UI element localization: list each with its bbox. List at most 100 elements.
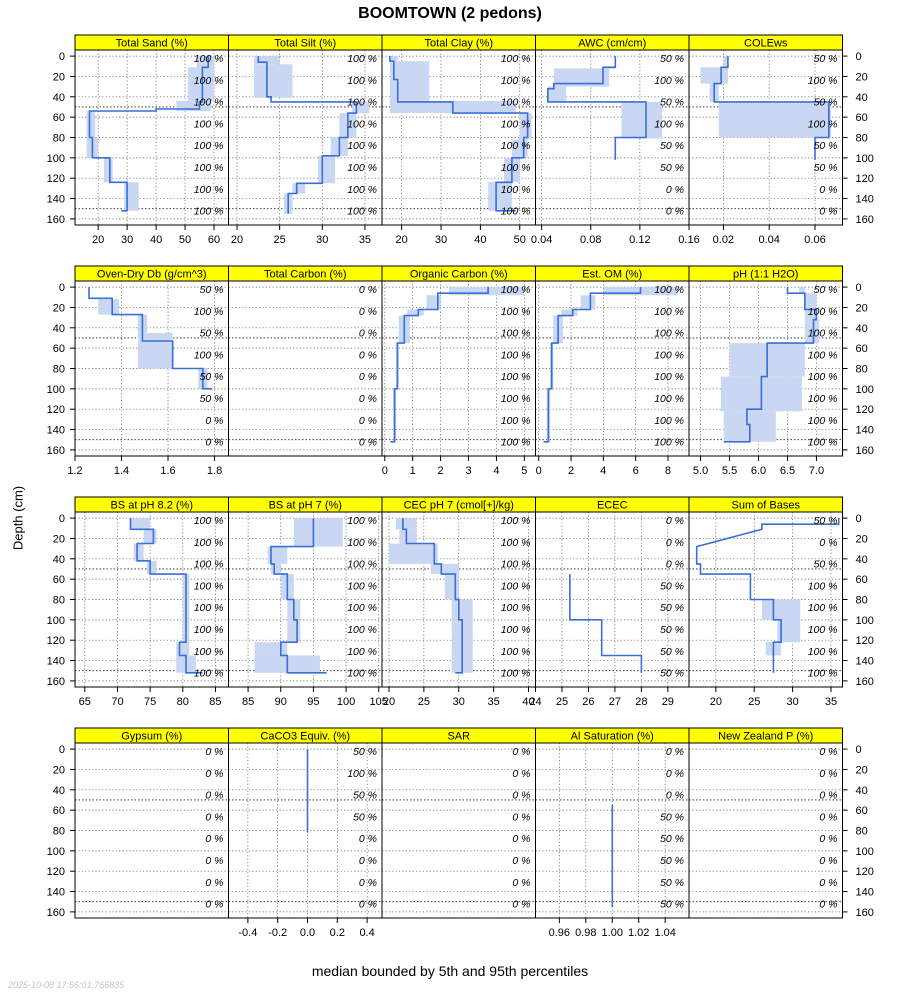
percent-label: 100 %: [347, 118, 377, 130]
percent-label: 0 %: [359, 371, 377, 383]
percentile-band: [519, 113, 532, 140]
percent-label: 100 %: [194, 537, 224, 549]
percent-label: 100 %: [501, 437, 531, 449]
percent-label: 100 %: [501, 646, 531, 658]
percent-label: 100 %: [808, 602, 838, 614]
panel-title: SAR: [447, 731, 470, 743]
percent-label: 50 %: [353, 811, 377, 823]
percent-label: 0 %: [359, 899, 377, 911]
percent-label: 0 %: [359, 437, 377, 449]
percentile-band: [143, 529, 157, 544]
percent-label: 100 %: [194, 668, 224, 680]
x-tick-label: 20: [231, 234, 243, 246]
x-tick-label: 1.02: [628, 927, 649, 939]
x-tick-label: 28: [635, 696, 647, 708]
percent-label: 100 %: [501, 602, 531, 614]
x-tick-label: 3: [465, 465, 471, 477]
y-tick-label: 100: [856, 846, 874, 858]
y-tick-label: 40: [856, 785, 868, 797]
panel-title: Al Saturation (%): [571, 731, 654, 743]
percent-label: 100 %: [501, 140, 531, 152]
percentile-band: [133, 543, 144, 561]
percent-label: 100 %: [501, 118, 531, 130]
x-tick-label: 20: [383, 696, 395, 708]
y-tick-label: 160: [47, 676, 65, 688]
percent-label: 0 %: [205, 768, 223, 780]
percentile-band: [388, 543, 438, 564]
percentile-band: [196, 56, 215, 68]
x-tick-label: 2: [568, 465, 574, 477]
percent-label: 100 %: [194, 97, 224, 109]
percent-label: 100 %: [347, 646, 377, 658]
x-axis-label: median bounded by 5th and 95th percentil…: [311, 963, 589, 979]
x-tick-label: 20: [396, 234, 408, 246]
y-tick-label: 0: [59, 51, 65, 63]
x-tick-label: 35: [359, 234, 371, 246]
percent-label: 100 %: [501, 580, 531, 592]
x-tick-label: 1.6: [160, 465, 175, 477]
percent-label: 100 %: [501, 349, 531, 361]
percent-label: 50 %: [200, 393, 224, 405]
percentile-band: [777, 619, 801, 643]
percent-label: 100 %: [501, 559, 531, 571]
percent-label: 100 %: [501, 668, 531, 680]
percent-label: 100 %: [347, 97, 377, 109]
percent-label: 0 %: [205, 746, 223, 758]
x-tick-label: 0.02: [713, 234, 734, 246]
y-tick-label: 100: [856, 153, 874, 165]
x-tick-label: 0.08: [580, 234, 601, 246]
percent-label: 100 %: [347, 559, 377, 571]
percent-label: 0 %: [819, 768, 837, 780]
percentile-band: [86, 111, 96, 138]
percentile-band: [547, 86, 567, 102]
percent-label: 0 %: [512, 877, 530, 889]
median-line: [257, 56, 358, 214]
percentile-band: [254, 642, 288, 656]
percent-label: 0 %: [819, 877, 837, 889]
panel-title: Total Carbon (%): [264, 269, 347, 281]
percent-label: 100 %: [808, 371, 838, 383]
y-tick-label: 40: [856, 92, 868, 104]
y-tick-label: 20: [856, 302, 868, 314]
percent-label: 0 %: [512, 811, 530, 823]
percent-label: 100 %: [808, 75, 838, 87]
y-tick-label: 60: [53, 574, 65, 586]
percent-label: 100 %: [194, 140, 224, 152]
percentile-band: [700, 67, 728, 84]
percent-label: 100 %: [194, 306, 224, 318]
median-line: [695, 518, 840, 673]
y-tick-label: 0: [856, 282, 862, 294]
percent-label: 0 %: [205, 899, 223, 911]
y-tick-label: 80: [53, 364, 65, 376]
percent-label: 50 %: [200, 328, 224, 340]
percentile-band: [352, 101, 370, 114]
median-line: [546, 56, 647, 160]
y-tick-label: 20: [53, 533, 65, 545]
y-tick-label: 120: [856, 866, 874, 878]
y-tick-label: 160: [856, 676, 874, 688]
x-tick-label: 6.0: [751, 465, 766, 477]
percent-label: 100 %: [501, 328, 531, 340]
median-line: [569, 574, 643, 673]
percent-label: 0 %: [819, 833, 837, 845]
percent-label: 100 %: [654, 349, 684, 361]
percent-label: 0 %: [666, 746, 684, 758]
percent-label: 100 %: [347, 53, 377, 65]
percent-label: 100 %: [501, 393, 531, 405]
x-tick-label: 5: [521, 465, 527, 477]
panel-title: Total Sand (%): [116, 38, 188, 50]
x-tick-label: 1.8: [207, 465, 222, 477]
percent-label: 100 %: [347, 537, 377, 549]
x-tick-label: 50: [179, 234, 191, 246]
percentile-band: [130, 518, 151, 530]
median-line: [88, 56, 209, 212]
percent-label: 50 %: [660, 162, 684, 174]
x-tick-label: 75: [144, 696, 156, 708]
percent-label: 100 %: [501, 371, 531, 383]
percent-label: 50 %: [660, 97, 684, 109]
percent-label: 0 %: [359, 306, 377, 318]
x-tick-label: 40: [522, 696, 534, 708]
y-tick-label: 0: [59, 282, 65, 294]
x-tick-label: 30: [453, 696, 465, 708]
percent-label: 0 %: [205, 877, 223, 889]
